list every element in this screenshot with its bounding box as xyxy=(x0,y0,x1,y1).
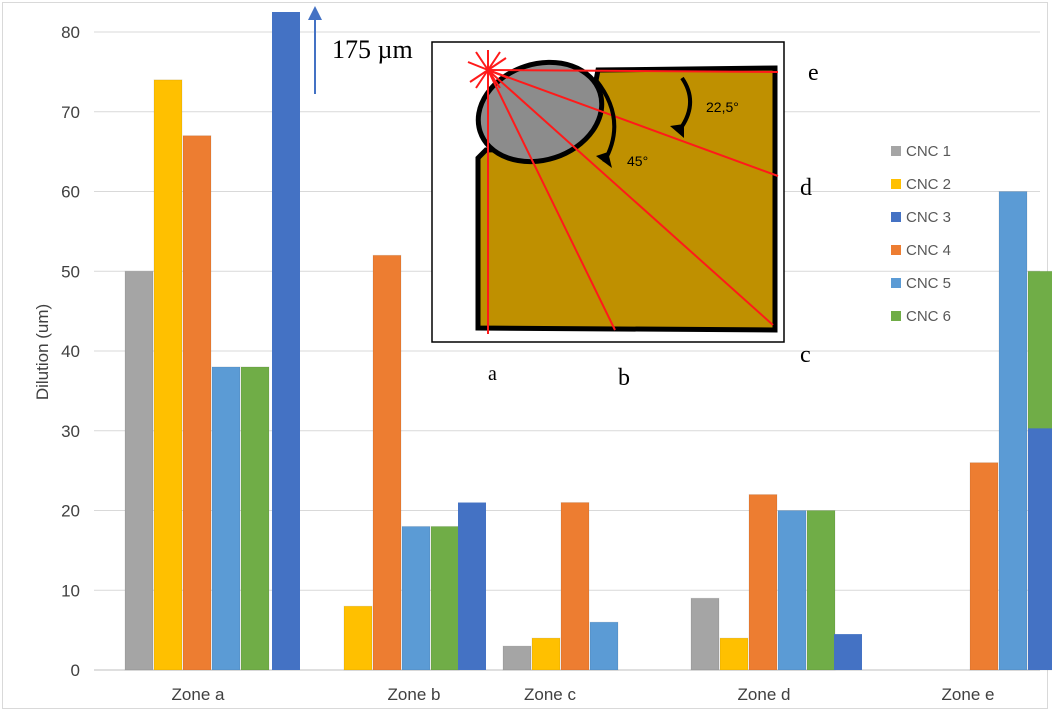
bar-cnc5-zone-d xyxy=(777,510,807,671)
y-tick-label: 70 xyxy=(61,103,80,122)
y-tick-label: 60 xyxy=(61,183,80,202)
y-tick-label: 50 xyxy=(61,262,80,281)
legend-swatch xyxy=(891,245,901,255)
zone-label-e: e xyxy=(808,60,819,86)
x-category-label: Zone c xyxy=(524,685,576,704)
zone-label-d: d xyxy=(800,175,812,201)
x-axis-categories: Zone a Zone b Zone c Zone d Zone e xyxy=(172,685,995,704)
annotation-175um: 175 µm xyxy=(332,35,413,64)
legend-entry: CNC 4 xyxy=(906,242,951,259)
bar-cnc1-zone-c xyxy=(502,645,532,671)
legend-swatch xyxy=(891,179,901,189)
bar-cnc4-zone-b xyxy=(372,254,402,671)
bar-cnc4-zone-d xyxy=(748,494,778,671)
zone-label-b: b xyxy=(618,365,630,391)
y-tick-label: 40 xyxy=(61,342,80,361)
bar-cnc1-zone-d xyxy=(690,597,720,671)
bar-cnc3-zone-e xyxy=(1028,428,1052,670)
inset-clad-bead xyxy=(475,59,605,165)
inset-rays xyxy=(467,50,779,334)
bar-cnc5-zone-a xyxy=(211,366,241,671)
y-tick-label: 30 xyxy=(61,422,80,441)
x-category-label: Zone d xyxy=(738,685,791,704)
x-category-label: Zone e xyxy=(942,685,995,704)
bar-series xyxy=(124,12,1052,671)
bar-cnc2-zone-b xyxy=(343,605,373,671)
bar-cnc5-zone-c xyxy=(589,621,619,671)
bar-cnc3-zone-d xyxy=(834,634,862,670)
angle-label-22-5: 22,5° xyxy=(706,99,739,115)
bar-cnc3-zone-a xyxy=(272,12,300,670)
legend-swatch xyxy=(891,212,901,222)
y-axis-ticks: 0 10 20 30 40 50 60 70 80 xyxy=(61,23,80,680)
y-tick-label: 20 xyxy=(61,502,80,521)
bar-cnc2-zone-a xyxy=(153,79,183,671)
y-tick-label: 0 xyxy=(71,661,80,680)
inset-diagram: 22,5° 45° xyxy=(431,41,785,343)
legend: CNC 1 CNC 2 CNC 3 CNC 4 CNC 5 CNC 6 xyxy=(891,143,951,325)
annotation-arrow-head xyxy=(308,6,322,20)
legend-entry: CNC 2 xyxy=(906,176,951,193)
legend-swatch xyxy=(891,146,901,156)
bar-cnc2-zone-c xyxy=(531,637,561,671)
y-tick-label: 10 xyxy=(61,581,80,600)
zone-label-c: c xyxy=(800,342,811,368)
angle-arc-22-5-head xyxy=(670,124,684,138)
bar-cnc6-zone-b xyxy=(430,525,460,671)
x-category-label: Zone a xyxy=(172,685,225,704)
bar-cnc6-zone-d xyxy=(806,510,836,671)
legend-entry: CNC 6 xyxy=(906,308,951,325)
angle-label-45: 45° xyxy=(627,153,648,169)
legend-entry: CNC 1 xyxy=(906,143,951,160)
zone-label-a: a xyxy=(488,363,497,385)
legend-swatch xyxy=(891,278,901,288)
legend-entry: CNC 5 xyxy=(906,275,951,292)
bar-cnc2-zone-d xyxy=(719,637,749,671)
y-tick-label: 80 xyxy=(61,23,80,42)
bar-cnc5-zone-e xyxy=(998,191,1028,671)
bar-cnc6-zone-a xyxy=(240,366,270,671)
angle-arc-45-head xyxy=(596,152,612,168)
bar-cnc4-zone-e xyxy=(969,462,999,671)
bar-cnc4-zone-a xyxy=(182,135,212,671)
legend-swatch xyxy=(891,311,901,321)
bar-cnc1-zone-a xyxy=(124,270,154,671)
bar-cnc5-zone-b xyxy=(401,525,431,671)
legend-entry: CNC 3 xyxy=(906,209,951,226)
x-category-label: Zone b xyxy=(388,685,441,704)
bar-cnc4-zone-c xyxy=(560,502,590,671)
bar-cnc3-zone-b xyxy=(458,502,486,670)
y-axis-label: Dilution (um) xyxy=(33,304,52,400)
